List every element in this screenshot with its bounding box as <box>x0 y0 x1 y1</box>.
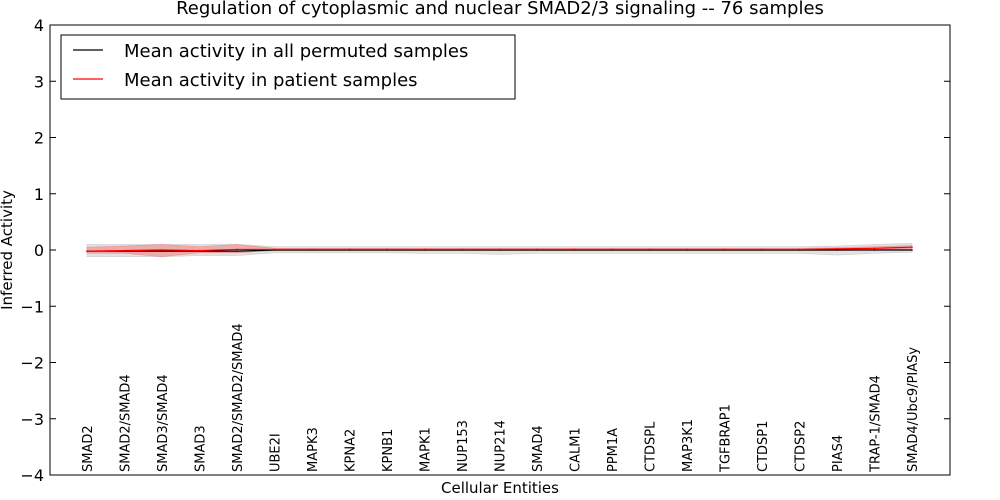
data-point <box>611 248 613 251</box>
data-point <box>911 246 913 248</box>
data-point <box>836 249 838 251</box>
data-point <box>161 250 163 252</box>
x-category-label: NUP214 <box>494 420 509 472</box>
legend-entry-patient: Mean activity in patient samples <box>124 70 418 91</box>
data-point <box>873 247 876 250</box>
data-point <box>273 248 276 251</box>
y-axis: −4 −3 −2 −1 0 1 2 3 4 <box>20 16 950 485</box>
x-category-label: TGFBRAP1 <box>719 404 734 473</box>
legend: Mean activity in all permuted samples Me… <box>60 34 516 100</box>
x-category-label: PIAS4 <box>831 435 846 472</box>
x-category-label: NUP153 <box>456 420 471 472</box>
y-tick-label: −4 <box>20 466 44 485</box>
data-point <box>648 248 651 251</box>
x-category-label: MAP3K1 <box>681 419 696 472</box>
data-point <box>348 248 351 251</box>
x-category-label: SMAD3/SMAD4 <box>156 374 171 472</box>
y-tick-label: −2 <box>20 354 44 373</box>
x-category-label: SMAD3 <box>194 425 209 472</box>
x-category-label: UBE2I <box>269 433 284 472</box>
data-point <box>236 250 238 252</box>
y-tick-label: 2 <box>34 129 44 148</box>
data-point <box>386 248 388 251</box>
x-axis-label: Cellular Entities <box>441 479 559 497</box>
data-point <box>123 249 126 252</box>
series-lines <box>86 246 913 252</box>
data-point <box>536 248 538 251</box>
data-point <box>873 249 876 251</box>
x-category-label: SMAD2/SMAD2/SMAD4 <box>231 323 246 472</box>
x-category-label: SMAD4/Ubc9/PIASy <box>906 347 921 472</box>
data-point <box>723 248 726 251</box>
x-category-label: SMAD4 <box>531 425 546 472</box>
x-category-label: MAPK1 <box>419 427 434 472</box>
y-tick-label: 4 <box>34 16 44 35</box>
x-category-label: KPNA2 <box>344 429 359 472</box>
data-point <box>573 248 576 251</box>
data-point <box>198 249 201 252</box>
x-category-label: CTDSP2 <box>794 421 809 472</box>
data-point <box>86 250 88 252</box>
data-point <box>311 248 313 251</box>
data-point <box>798 248 801 251</box>
x-category-label: CTDSP1 <box>756 421 771 472</box>
x-category-label: MAPK3 <box>306 427 321 472</box>
data-point <box>161 249 163 251</box>
y-tick-label: −1 <box>20 297 44 316</box>
data-point <box>236 248 238 251</box>
legend-box <box>60 34 516 100</box>
data-point <box>761 248 763 251</box>
y-tick-label: 1 <box>34 185 44 204</box>
x-category-label: SMAD2 <box>81 425 96 472</box>
data-point <box>423 248 426 251</box>
x-category-label: KPNB1 <box>381 429 396 472</box>
y-axis-label: Inferred Activity <box>0 190 16 310</box>
y-tick-label: 3 <box>34 72 44 91</box>
x-category-label: PPM1A <box>606 428 621 472</box>
data-point <box>461 248 463 251</box>
legend-entry-permuted: Mean activity in all permuted samples <box>124 41 468 62</box>
y-tick-label: −3 <box>20 410 44 429</box>
y-tick-label: 0 <box>34 241 44 260</box>
data-point <box>686 248 688 251</box>
x-category-label: SMAD2/SMAD4 <box>119 374 134 472</box>
data-point <box>498 248 501 251</box>
data-point <box>911 249 913 251</box>
x-axis-category-labels: SMAD2 SMAD2/SMAD4 SMAD3/SMAD4 SMAD3 SMAD2/SM… <box>81 323 921 473</box>
x-category-label: CALM1 <box>569 427 584 472</box>
data-point <box>836 248 838 250</box>
x-category-label: TRAP-1/SMAD4 <box>869 375 884 473</box>
chart-title: Regulation of cytoplasmic and nuclear SM… <box>176 0 824 19</box>
x-category-label: CTDSPL <box>644 421 659 472</box>
